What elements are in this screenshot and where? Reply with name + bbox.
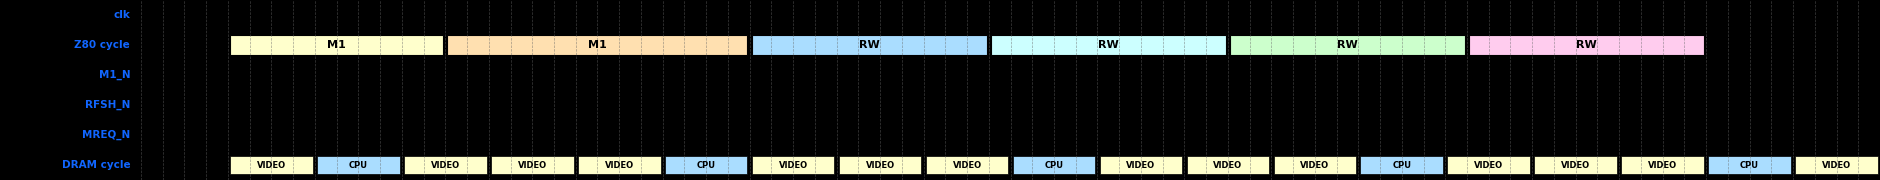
Text: Z80 cycle: Z80 cycle bbox=[75, 40, 130, 50]
Bar bbox=[1795, 156, 1878, 174]
Text: CPU: CPU bbox=[1741, 161, 1760, 170]
Text: RW: RW bbox=[1575, 40, 1596, 50]
Text: VIDEO: VIDEO bbox=[953, 161, 981, 170]
Bar bbox=[1621, 156, 1703, 174]
Bar bbox=[1273, 156, 1355, 174]
Bar bbox=[447, 35, 748, 55]
Text: VIDEO: VIDEO bbox=[1649, 161, 1677, 170]
Text: RW: RW bbox=[1337, 40, 1357, 50]
Text: VIDEO: VIDEO bbox=[865, 161, 895, 170]
Text: CPU: CPU bbox=[350, 161, 368, 170]
Text: RW: RW bbox=[859, 40, 880, 50]
Text: VIDEO: VIDEO bbox=[1301, 161, 1329, 170]
Text: CPU: CPU bbox=[1045, 161, 1064, 170]
Bar bbox=[1100, 156, 1183, 174]
Bar bbox=[1013, 156, 1096, 174]
Text: DRAM cycle: DRAM cycle bbox=[62, 160, 130, 170]
Bar bbox=[752, 156, 835, 174]
Text: M1: M1 bbox=[588, 40, 607, 50]
Text: M1: M1 bbox=[327, 40, 346, 50]
Bar bbox=[1361, 156, 1444, 174]
Bar bbox=[1468, 35, 1703, 55]
Text: VIDEO: VIDEO bbox=[258, 161, 286, 170]
Text: VIDEO: VIDEO bbox=[1474, 161, 1504, 170]
Text: clk: clk bbox=[113, 10, 130, 20]
Text: VIDEO: VIDEO bbox=[431, 161, 461, 170]
Text: CPU: CPU bbox=[697, 161, 716, 170]
Bar bbox=[991, 35, 1226, 55]
Text: VIDEO: VIDEO bbox=[1213, 161, 1243, 170]
Text: MREQ_N: MREQ_N bbox=[83, 130, 130, 140]
Text: VIDEO: VIDEO bbox=[778, 161, 808, 170]
Text: RW: RW bbox=[1098, 40, 1119, 50]
Bar bbox=[577, 156, 660, 174]
Text: CPU: CPU bbox=[1393, 161, 1412, 170]
Bar bbox=[1186, 156, 1269, 174]
Text: RFSH_N: RFSH_N bbox=[85, 100, 130, 110]
Bar bbox=[229, 35, 444, 55]
Bar bbox=[229, 156, 312, 174]
Bar bbox=[1448, 156, 1530, 174]
Bar bbox=[404, 156, 487, 174]
Bar bbox=[752, 35, 987, 55]
Bar bbox=[1230, 35, 1465, 55]
Text: VIDEO: VIDEO bbox=[1560, 161, 1590, 170]
Text: M1_N: M1_N bbox=[98, 70, 130, 80]
Bar bbox=[1709, 156, 1792, 174]
Text: VIDEO: VIDEO bbox=[1126, 161, 1156, 170]
Text: VIDEO: VIDEO bbox=[517, 161, 547, 170]
Bar bbox=[666, 156, 748, 174]
Bar bbox=[838, 156, 921, 174]
Bar bbox=[318, 156, 400, 174]
Text: VIDEO: VIDEO bbox=[605, 161, 634, 170]
Bar bbox=[925, 156, 1008, 174]
Bar bbox=[491, 156, 573, 174]
Text: VIDEO: VIDEO bbox=[1822, 161, 1852, 170]
Bar bbox=[1534, 156, 1617, 174]
